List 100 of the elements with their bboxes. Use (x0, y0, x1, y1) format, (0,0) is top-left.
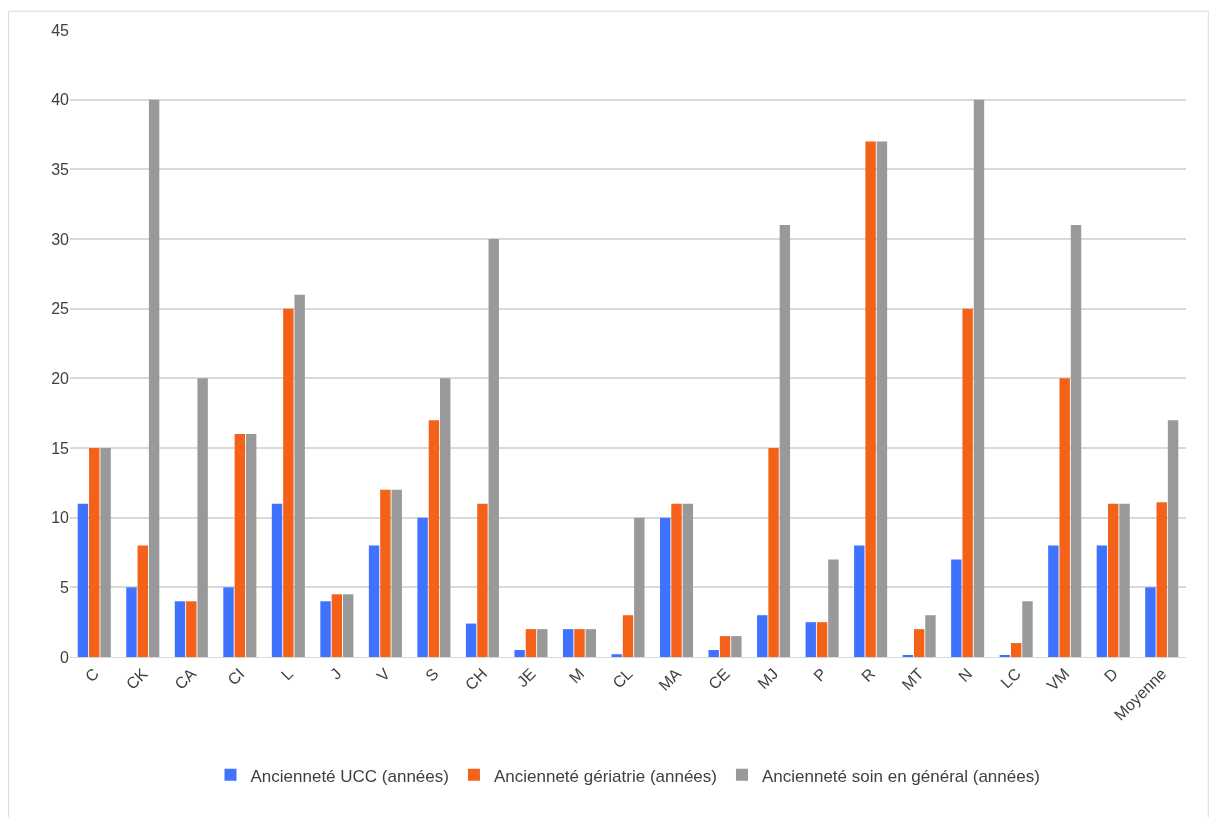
bar (973, 99, 985, 657)
bar (671, 503, 682, 657)
x-tick-label: MA (655, 664, 685, 694)
x-tick-label: C (81, 664, 103, 686)
x-tick-label: M (565, 664, 588, 687)
bar (876, 141, 888, 657)
bar (805, 622, 816, 657)
bar (574, 629, 585, 657)
bar (223, 587, 234, 657)
bar (659, 517, 671, 657)
x-tick-label: JE (513, 664, 539, 691)
bar (1156, 502, 1167, 657)
bar (1070, 225, 1082, 657)
legend-label: Ancienneté UCC (années) (250, 766, 449, 786)
bar (186, 601, 197, 657)
x-tick-label: CE (705, 664, 733, 693)
bar (1167, 420, 1179, 657)
bar (537, 629, 548, 657)
bar (816, 622, 828, 657)
legend-label: Ancienneté soin en général (années) (761, 766, 1040, 786)
bar (126, 587, 137, 657)
bar (525, 629, 537, 657)
bar (719, 636, 731, 657)
bar (708, 650, 719, 657)
y-tick-label: 0 (60, 648, 70, 666)
bar (1059, 378, 1070, 657)
bar (320, 601, 331, 657)
x-tick-label: S (422, 664, 442, 685)
bar (951, 559, 962, 657)
bar (89, 448, 100, 657)
x-tick-label: L (277, 664, 297, 684)
x-tick-label: R (858, 664, 879, 686)
bar (331, 594, 343, 657)
bar (611, 654, 622, 657)
bar (1048, 545, 1059, 657)
bar (368, 545, 380, 657)
bar (779, 225, 791, 657)
x-tick-label: CA (171, 664, 200, 693)
bar (768, 448, 779, 657)
bar (174, 601, 186, 657)
bar (1108, 503, 1119, 657)
x-tick-label: CH (461, 664, 491, 694)
bar (1119, 503, 1130, 657)
bar (342, 594, 354, 657)
bar (294, 294, 305, 657)
x-tick-label: CI (224, 664, 248, 689)
bar (962, 308, 973, 657)
bar (465, 623, 477, 657)
bar (148, 99, 160, 657)
bar (245, 434, 257, 657)
bar (77, 503, 89, 657)
x-tick-label: MJ (754, 664, 782, 693)
bar (100, 448, 111, 657)
bar (137, 545, 148, 657)
bar (380, 489, 391, 657)
y-tick-label: 10 (51, 509, 70, 527)
y-tick-label: 15 (51, 439, 70, 457)
bar (585, 629, 597, 657)
bar (271, 503, 283, 657)
y-tick-label: 5 (60, 578, 70, 596)
x-tick-label: P (810, 664, 830, 685)
x-tick-label: J (326, 664, 345, 683)
bar (622, 615, 634, 657)
bar (1145, 587, 1156, 657)
bar (682, 503, 694, 657)
bar (1010, 643, 1022, 657)
x-tick-label: CL (609, 664, 636, 692)
bar (428, 420, 440, 657)
x-tick-label: MT (898, 664, 928, 694)
bar (514, 650, 525, 657)
bar (417, 517, 428, 657)
bar (731, 636, 742, 657)
legend-label: Ancienneté gériatrie (années) (493, 766, 717, 786)
bar (283, 308, 294, 657)
bar (757, 615, 768, 657)
y-tick-label: 35 (51, 160, 70, 178)
y-tick-label: 40 (51, 91, 70, 109)
y-tick-label: 20 (51, 369, 70, 387)
bar (488, 239, 499, 657)
bar (828, 559, 839, 657)
x-tick-label: CK (122, 664, 151, 693)
bar (234, 434, 246, 657)
bar (1096, 545, 1108, 657)
bar (477, 503, 488, 657)
bar (913, 629, 925, 657)
bar (440, 378, 451, 657)
bar (925, 615, 936, 657)
bar (391, 489, 402, 657)
x-tick-label: V (373, 664, 394, 685)
bar (197, 378, 208, 657)
y-tick-label: 25 (51, 300, 70, 318)
x-tick-label: VM (1043, 664, 1073, 694)
x-tick-label: LC (997, 664, 1024, 692)
bar (865, 141, 876, 657)
bar (634, 517, 645, 657)
y-tick-label: 45 (51, 21, 70, 39)
bar (854, 545, 865, 657)
x-tick-label: N (955, 664, 976, 686)
y-tick-label: 30 (51, 230, 70, 248)
bar (562, 629, 574, 657)
